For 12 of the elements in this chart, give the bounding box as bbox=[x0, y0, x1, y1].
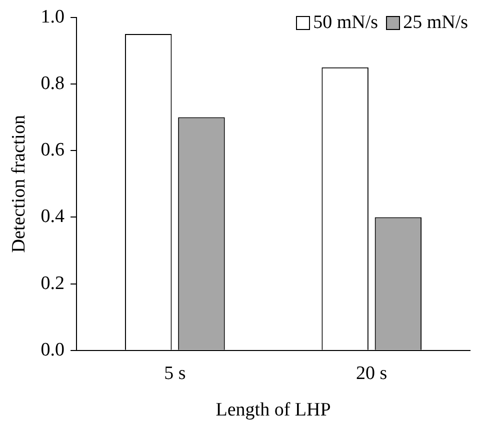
x-tick-label: 20 s bbox=[356, 362, 388, 384]
y-tick-label: 0.6 bbox=[40, 140, 65, 161]
y-tick-label: 0.2 bbox=[40, 272, 65, 294]
series-label: 50 mN/s bbox=[313, 12, 378, 34]
x-axis-title: Length of LHP bbox=[216, 400, 331, 421]
x-tick-label: 5 s bbox=[164, 362, 186, 384]
y-tick-label: 0.8 bbox=[40, 72, 65, 94]
y-tick-label: 0.4 bbox=[40, 206, 66, 228]
y-tick-label: 1.0 bbox=[40, 6, 65, 28]
y-axis-title: Detection fraction bbox=[8, 114, 30, 253]
y-tick-label: 0.0 bbox=[40, 339, 65, 360]
legend-label: 25 mN/s bbox=[403, 12, 468, 34]
